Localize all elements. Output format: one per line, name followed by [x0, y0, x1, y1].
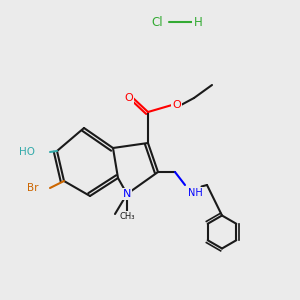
Text: H: H [194, 16, 202, 28]
Text: N: N [123, 189, 131, 199]
Text: Cl: Cl [151, 16, 163, 28]
Text: Br: Br [26, 183, 38, 193]
Text: CH₃: CH₃ [119, 212, 135, 221]
Text: O: O [124, 93, 133, 103]
Text: O: O [172, 100, 181, 110]
Text: HO: HO [19, 147, 35, 157]
Text: NH: NH [188, 188, 203, 198]
